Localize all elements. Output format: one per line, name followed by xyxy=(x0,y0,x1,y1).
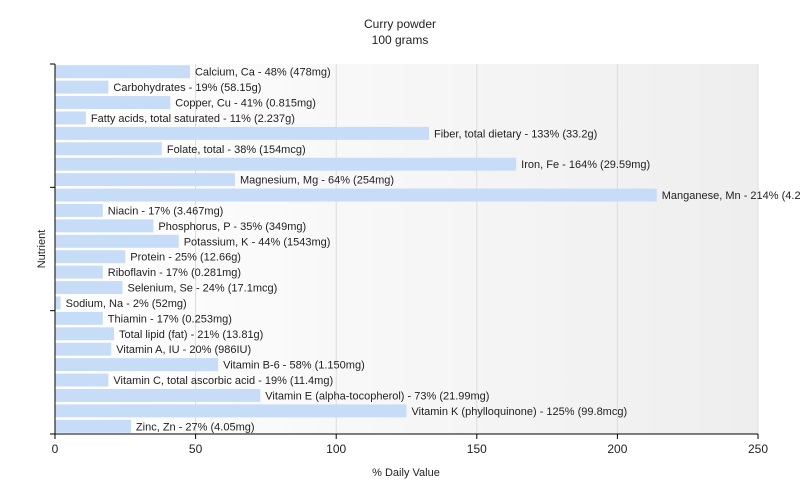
bar-label: Zinc, Zn - 27% (4.05mg) xyxy=(136,421,255,433)
x-tick-label: 100 xyxy=(326,442,346,456)
bar-label: Folate, total - 38% (154mcg) xyxy=(167,144,306,156)
x-tick-label: 250 xyxy=(748,442,768,456)
bar xyxy=(55,111,86,125)
bar-label: Niacin - 17% (3.467mg) xyxy=(108,205,224,217)
bar-label: Selenium, Se - 24% (17.1mcg) xyxy=(127,283,277,295)
x-tick-label: 150 xyxy=(467,442,487,456)
bar xyxy=(55,65,190,79)
bar-label: Vitamin K (phylloquinone) - 125% (99.8mc… xyxy=(412,406,628,418)
x-tick-label: 200 xyxy=(607,442,627,456)
bar-label: Protein - 25% (12.66g) xyxy=(130,252,241,264)
bar-label: Carbohydrates - 19% (58.15g) xyxy=(113,82,261,94)
bar-label: Potassium, K - 44% (1543mg) xyxy=(184,236,331,248)
bar-label: Vitamin C, total ascorbic acid - 19% (11… xyxy=(113,375,333,387)
bar xyxy=(55,142,162,156)
bar-label: Fatty acids, total saturated - 11% (2.23… xyxy=(91,113,295,125)
bar-label: Phosphorus, P - 35% (349mg) xyxy=(158,221,306,233)
bar-label: Vitamin B-6 - 58% (1.150mg) xyxy=(223,360,365,372)
bar xyxy=(55,404,407,418)
bar-label: Total lipid (fat) - 21% (13.81g) xyxy=(119,329,263,341)
bar xyxy=(55,157,517,171)
bar xyxy=(55,80,109,94)
axes: 0 50 100 150 200 250 xyxy=(50,63,768,456)
bar-label: Manganese, Mn - 214% (4.289mg) xyxy=(662,190,800,202)
bar xyxy=(55,188,657,202)
bar xyxy=(55,327,115,341)
bar-label: Magnesium, Mg - 64% (254mg) xyxy=(240,175,394,187)
y-axis-label: Nutrient xyxy=(36,230,48,269)
bars: Calcium, Ca - 48% (478mg) Carbohydrates -… xyxy=(55,65,800,433)
grid-lines xyxy=(195,64,759,434)
bar xyxy=(55,311,103,325)
bar xyxy=(55,219,154,233)
bar-label: Copper, Cu - 41% (0.815mg) xyxy=(175,98,316,110)
x-axis-label: % Daily Value xyxy=(372,467,440,479)
bar-label: Sodium, Na - 2% (52mg) xyxy=(66,298,187,310)
bar xyxy=(55,203,103,217)
bar xyxy=(55,126,429,140)
bar xyxy=(55,388,261,402)
bar xyxy=(55,296,61,310)
bar-label: Fiber, total dietary - 133% (33.2g) xyxy=(434,128,597,140)
bar xyxy=(55,342,112,356)
bar-label: Vitamin E (alpha-tocopherol) - 73% (21.9… xyxy=(265,390,489,402)
bar xyxy=(55,173,235,187)
bar xyxy=(55,358,219,372)
x-tick-label: 0 xyxy=(52,442,59,456)
plot-background xyxy=(55,64,758,434)
bar-label: Calcium, Ca - 48% (478mg) xyxy=(195,67,331,79)
chart-title: Curry powder xyxy=(364,17,436,31)
bar xyxy=(55,96,171,110)
bar xyxy=(55,419,131,433)
bar-label: Vitamin A, IU - 20% (986IU) xyxy=(116,344,251,356)
bar-label: Riboflavin - 17% (0.281mg) xyxy=(108,267,241,279)
bar xyxy=(55,373,109,387)
bar-label: Thiamin - 17% (0.253mg) xyxy=(108,313,232,325)
chart-subtitle: 100 grams xyxy=(372,33,429,47)
bar xyxy=(55,265,103,279)
bar xyxy=(55,250,126,264)
bar xyxy=(55,281,123,295)
bar xyxy=(55,234,179,248)
x-tick-label: 50 xyxy=(189,442,203,456)
bar-label: Iron, Fe - 164% (29.59mg) xyxy=(521,159,650,171)
